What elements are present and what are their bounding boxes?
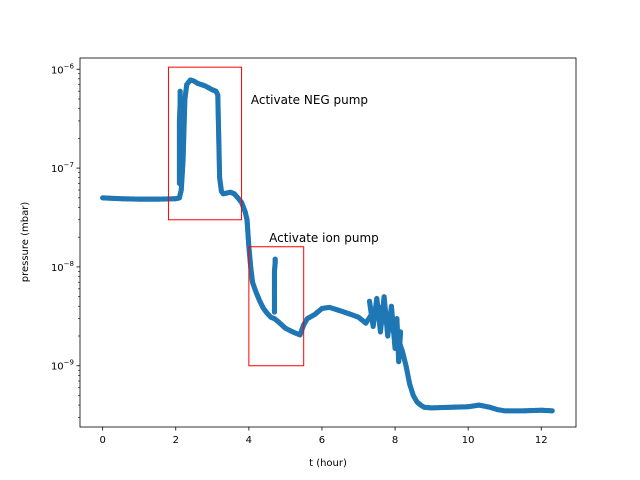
annotation-2: Activate ion pump: [269, 231, 379, 245]
data-point: [549, 408, 555, 414]
highlight-box-2: [248, 246, 305, 367]
x-tick-label: 0: [99, 435, 105, 446]
x-tick-label: 4: [246, 435, 252, 446]
annotations-layer: Activate NEG pump Activate ion pump: [251, 93, 379, 245]
y-axis-ticks: 10−9 10−8 10−7 10−6: [51, 62, 80, 418]
x-axis-ticks: 0 2 4 6 8 10 12: [99, 427, 548, 446]
plot-area: [80, 58, 576, 427]
highlight-box-1: [167, 66, 243, 221]
data-point: [272, 256, 278, 262]
y-tick-label: 10−7: [51, 161, 74, 175]
highlight-boxes-layer: [167, 66, 305, 367]
x-tick-label: 6: [319, 435, 325, 446]
x-tick-label: 10: [462, 435, 475, 446]
annotation-1: Activate NEG pump: [251, 93, 368, 107]
x-axis-label: t (hour): [309, 458, 347, 469]
y-tick-label: 10−6: [51, 62, 75, 76]
data-points-layer: [100, 77, 555, 414]
y-axis-label: pressure (mbar): [20, 202, 31, 283]
data-point: [177, 88, 183, 94]
data-point: [397, 329, 404, 335]
y-tick-label: 10−8: [51, 260, 74, 274]
x-tick-label: 12: [535, 435, 548, 446]
x-tick-label: 8: [392, 435, 398, 446]
plot-frame: [79, 57, 577, 428]
x-tick-label: 2: [173, 435, 179, 446]
y-tick-label: 10−9: [51, 359, 74, 373]
